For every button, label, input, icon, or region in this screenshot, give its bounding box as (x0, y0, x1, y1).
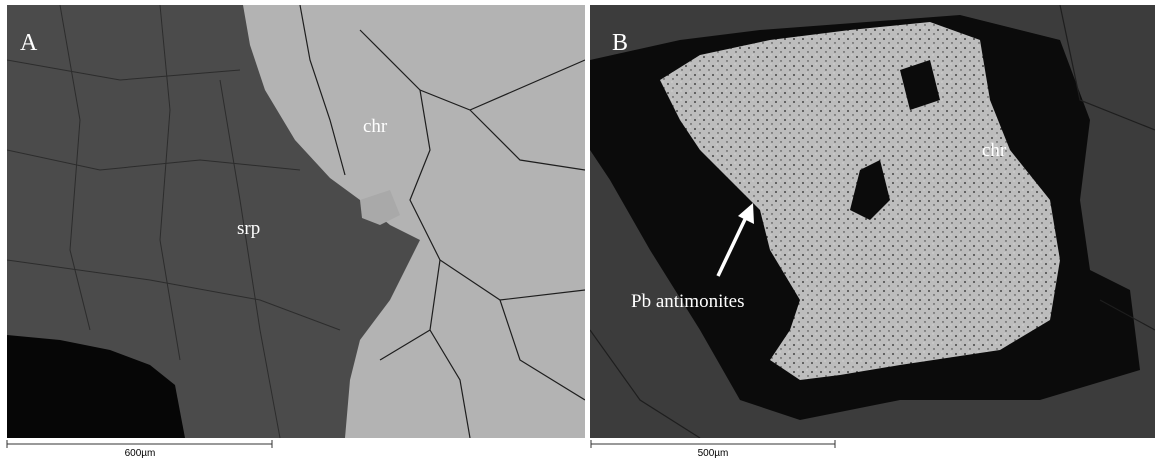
panel-label: B (612, 30, 628, 56)
annotation: chr (363, 116, 388, 137)
panel-b (590, 5, 1155, 438)
panel-label: A (20, 30, 38, 56)
panel-a (7, 5, 585, 438)
annotation: Pb antimonites (631, 291, 744, 312)
annotation: srp (237, 218, 260, 239)
scale-bar-label: 500µm (698, 448, 729, 459)
scale-bar (7, 440, 835, 448)
figure: A chr srp B chr Pb antimonites 600µm 500… (0, 0, 1160, 459)
annotation: chr (982, 140, 1007, 161)
scale-bar-label: 600µm (125, 448, 156, 459)
